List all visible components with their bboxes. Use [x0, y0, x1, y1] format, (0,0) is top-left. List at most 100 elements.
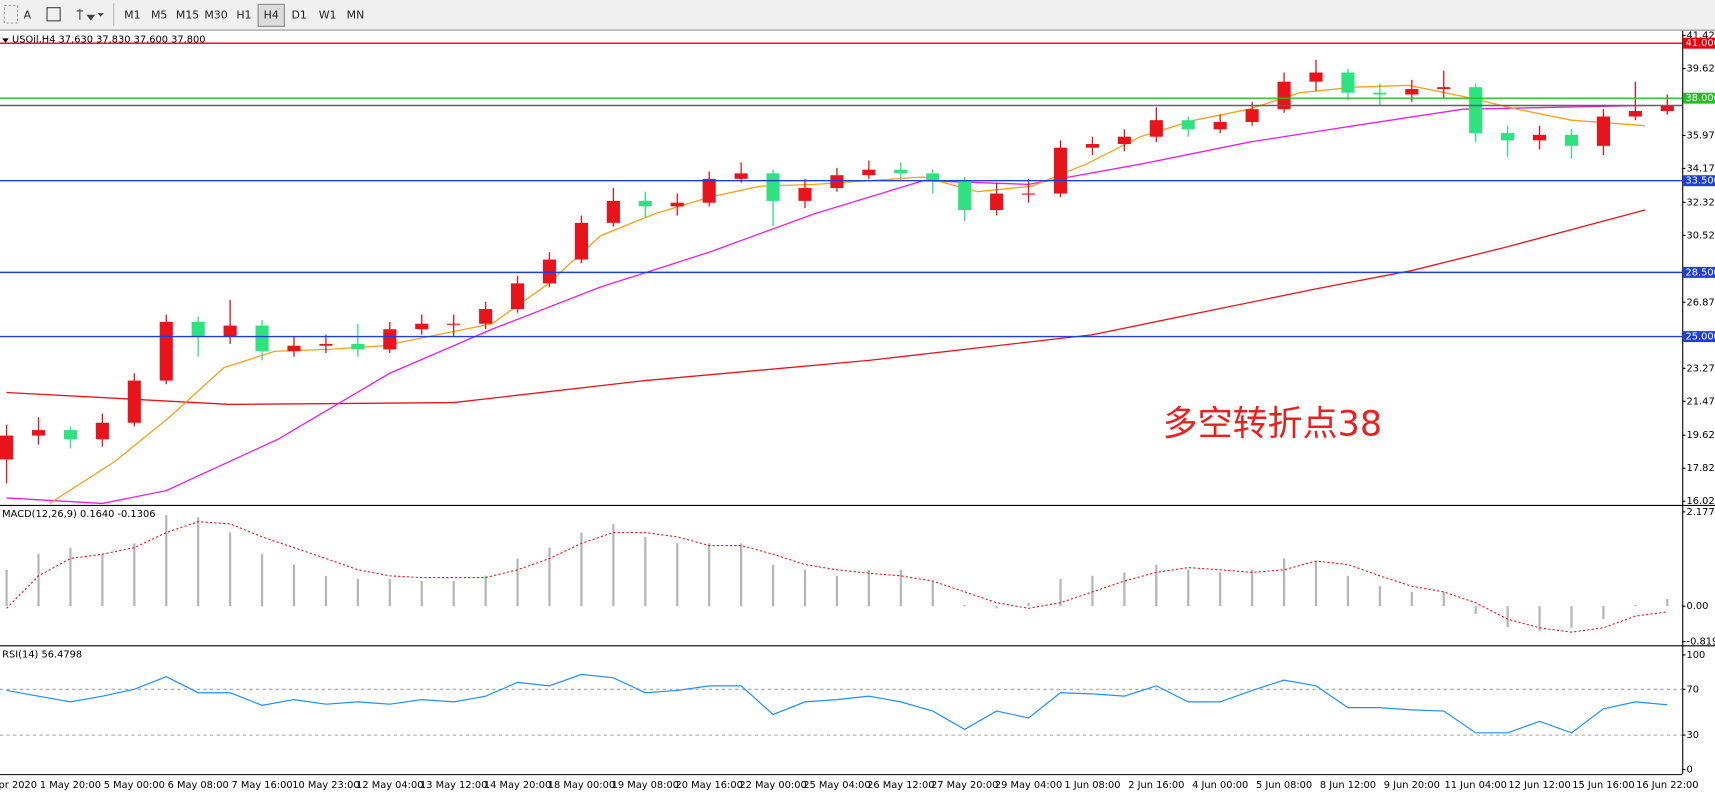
candle-body — [1533, 134, 1547, 141]
macd-bar — [1155, 564, 1158, 607]
x-tick-label: 14 May 20:00 — [484, 780, 551, 791]
macd-bar — [931, 581, 934, 607]
macd-bar — [260, 554, 264, 607]
toolbar — [0, 0, 1715, 30]
macd-bar — [388, 578, 391, 607]
macd-bar — [1187, 569, 1190, 607]
arrows-tool[interactable] — [76, 8, 96, 21]
x-tick-label: 11 Jun 04:00 — [1444, 780, 1506, 791]
x-tick-label: 30 Apr 2020 — [0, 780, 37, 791]
y-tick-label: 26.870 — [1687, 297, 1715, 308]
macd-bar — [612, 523, 615, 607]
macd-bar — [548, 547, 551, 607]
macd-bar — [1634, 604, 1637, 607]
timeframe-label[interactable]: MN — [347, 8, 365, 21]
x-tick-label: 29 May 04:00 — [995, 780, 1062, 791]
candle-body — [862, 169, 876, 176]
timeframe-label[interactable]: H1 — [236, 8, 251, 21]
timeframe-label[interactable]: D1 — [291, 8, 306, 21]
macd-bar — [1538, 606, 1541, 632]
candle-body — [1053, 147, 1068, 194]
x-tick-label: 12 May 04:00 — [356, 780, 423, 791]
label-tool[interactable] — [46, 7, 61, 22]
macd-bar — [1059, 578, 1062, 607]
candle-body — [1405, 89, 1419, 95]
macd-bar — [676, 543, 679, 607]
macd-bar — [1251, 569, 1254, 607]
y-tick-label: 100 — [1687, 650, 1706, 661]
candle-body — [1373, 92, 1387, 95]
macd-bar — [1410, 591, 1413, 607]
timeframe-label[interactable]: M5 — [151, 8, 167, 21]
price-level-label: 33.500 — [1685, 176, 1715, 187]
price-level-tag — [1683, 175, 1715, 187]
x-tick-label: 22 May 00:00 — [739, 780, 806, 791]
macd-bar — [37, 554, 40, 607]
candle-body — [319, 343, 333, 346]
macd-bar — [1219, 572, 1222, 607]
y-tick-label: 41.420 — [1687, 30, 1715, 41]
x-tick-label: 18 May 00:00 — [548, 780, 615, 791]
timeframe-label[interactable]: W1 — [319, 8, 337, 21]
y-tick-label: 34.170 — [1687, 163, 1715, 174]
y-tick-label: 39.620 — [1687, 63, 1715, 74]
candle-body — [1501, 133, 1515, 141]
candle-body — [159, 321, 173, 381]
x-tick-label: 25 May 04:00 — [803, 780, 870, 791]
macd-bar — [1506, 606, 1509, 627]
macd-bar — [803, 569, 807, 607]
price-level-label: 38.000 — [1685, 93, 1715, 104]
candle-body — [63, 430, 77, 440]
macd-bar — [835, 575, 839, 607]
x-tick-label: 15 Jun 16:00 — [1572, 780, 1634, 791]
x-tick-label: 4 Jun 00:00 — [1192, 780, 1248, 791]
timeframe-label[interactable]: M30 — [204, 8, 227, 21]
y-tick-label: 23.270 — [1687, 363, 1715, 374]
y-tick-label: 32.320 — [1687, 197, 1715, 208]
macd-signal — [6, 521, 1668, 633]
x-tick-label: 2 Jun 16:00 — [1128, 780, 1184, 791]
candle-body — [1213, 122, 1227, 130]
macd-bar — [1602, 606, 1605, 620]
text-tool[interactable]: A — [24, 8, 32, 21]
price-level-tag — [1683, 266, 1715, 278]
panel-title: USOil,H4 37.630 37.830 37.600 37.800 — [12, 34, 206, 45]
candle-body — [766, 173, 780, 201]
candle-body — [223, 325, 237, 337]
macd-bar — [1027, 602, 1030, 607]
macd-bar — [1314, 561, 1318, 607]
candle-body — [1564, 134, 1579, 146]
candle-body — [1437, 87, 1451, 90]
y-tick-label: 70 — [1687, 684, 1700, 695]
macd-bar — [324, 575, 328, 607]
plot-area — [0, 30, 1683, 775]
macd-bar — [101, 554, 104, 607]
timeframe-label[interactable]: M15 — [176, 8, 199, 21]
dropdown[interactable] — [97, 13, 104, 17]
candle-body — [638, 200, 652, 207]
timeframe-label[interactable]: H4 — [264, 8, 279, 21]
x-tick-label: 20 May 16:00 — [675, 780, 742, 791]
candle-body — [958, 180, 972, 211]
macd-bar — [580, 532, 583, 607]
x-tick-label: 27 May 20:00 — [931, 780, 998, 791]
y-tick-label: 30 — [1687, 730, 1700, 741]
x-tick-label: 16 Jun 22:00 — [1636, 780, 1698, 791]
y-tick-label: 16.020 — [1687, 496, 1715, 507]
macd-bar — [1346, 575, 1350, 607]
toolbar-buttons: A M1 M5 M15 M30 H1 H4 D1 W1 MN — [3, 3, 365, 27]
cursor-icon[interactable] — [3, 4, 19, 24]
annotation: 多空转折点38 — [1163, 403, 1382, 444]
x-tick-label: 7 May 16:00 — [231, 780, 292, 791]
moving-average — [49, 84, 1646, 504]
timeframe-button[interactable] — [257, 3, 285, 27]
candle-body — [574, 222, 588, 260]
panel-title: RSI(14) 56.4798 — [2, 650, 82, 661]
candle-body — [1469, 87, 1483, 134]
y-tick-label: 21.470 — [1687, 396, 1715, 407]
y-tick-label: 17.820 — [1687, 463, 1715, 474]
candle-body — [894, 169, 908, 174]
timeframe-label[interactable]: M1 — [124, 8, 140, 21]
candle-body — [702, 178, 716, 203]
y-tick-label: -0.819 — [1687, 637, 1715, 648]
